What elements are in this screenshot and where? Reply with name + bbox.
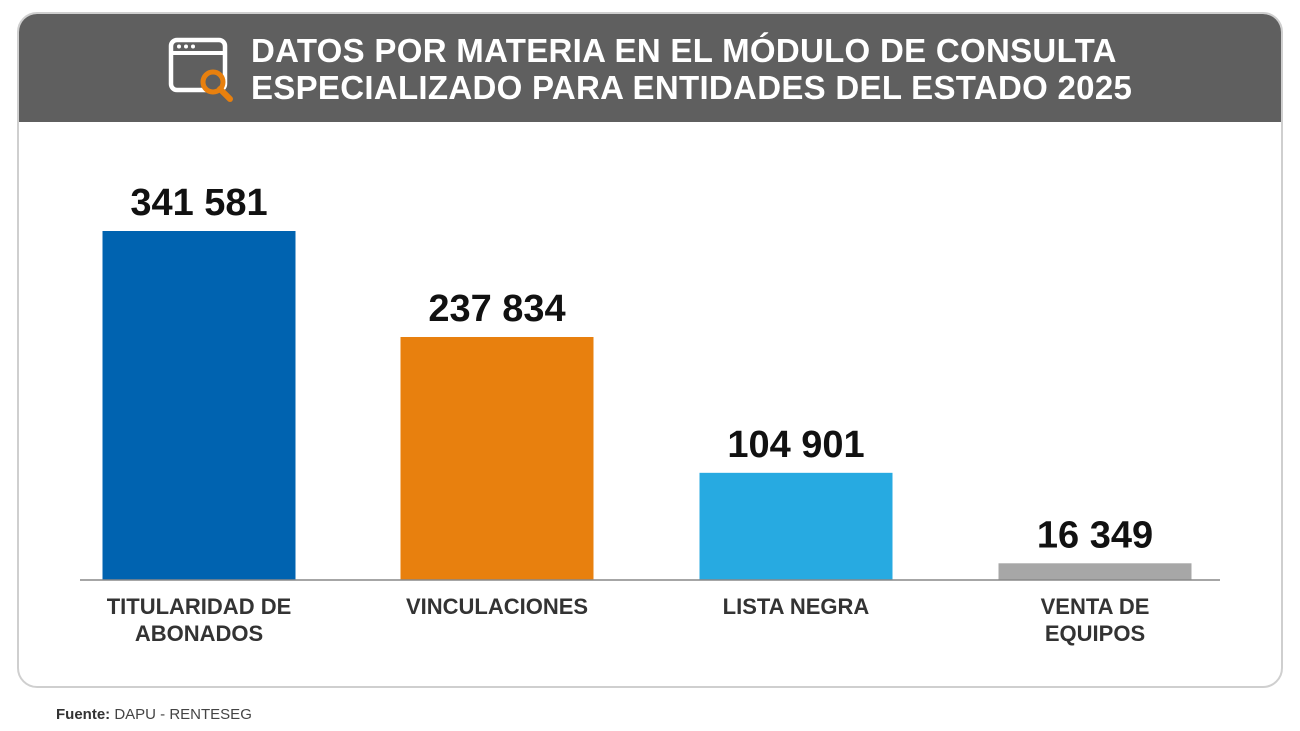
category-label-3-1: EQUIPOS — [1045, 621, 1145, 646]
browser-search-icon — [168, 37, 233, 102]
bar-3 — [998, 563, 1192, 580]
value-label-0: 341 581 — [130, 182, 267, 224]
title-line-1: DATOS POR MATERIA EN EL MÓDULO DE CONSUL… — [251, 32, 1117, 69]
source-note: Fuente: DAPU - RENTESEG — [56, 706, 252, 723]
category-label-0-0: TITULARIDAD DE — [107, 594, 292, 619]
category-label-1-0: VINCULACIONES — [406, 594, 588, 619]
chart-title: DATOS POR MATERIA EN EL MÓDULO DE CONSUL… — [251, 32, 1201, 106]
value-label-1: 237 834 — [428, 288, 565, 330]
value-label-3: 16 349 — [1037, 514, 1153, 556]
bar-1 — [400, 337, 594, 580]
value-label-2: 104 901 — [727, 424, 864, 466]
title-line-2: ESPECIALIZADO PARA ENTIDADES DEL ESTADO … — [251, 69, 1133, 106]
category-label-2-0: LISTA NEGRA — [723, 594, 870, 619]
bar-2 — [699, 472, 893, 580]
category-label-0-1: ABONADOS — [135, 621, 263, 646]
source-value: DAPU - RENTESEG — [110, 706, 252, 723]
source-label: Fuente: — [56, 706, 111, 723]
bar-0 — [102, 231, 296, 580]
header-bar: DATOS POR MATERIA EN EL MÓDULO DE CONSUL… — [19, 14, 1281, 122]
category-label-3-0: VENTA DE — [1041, 594, 1150, 619]
